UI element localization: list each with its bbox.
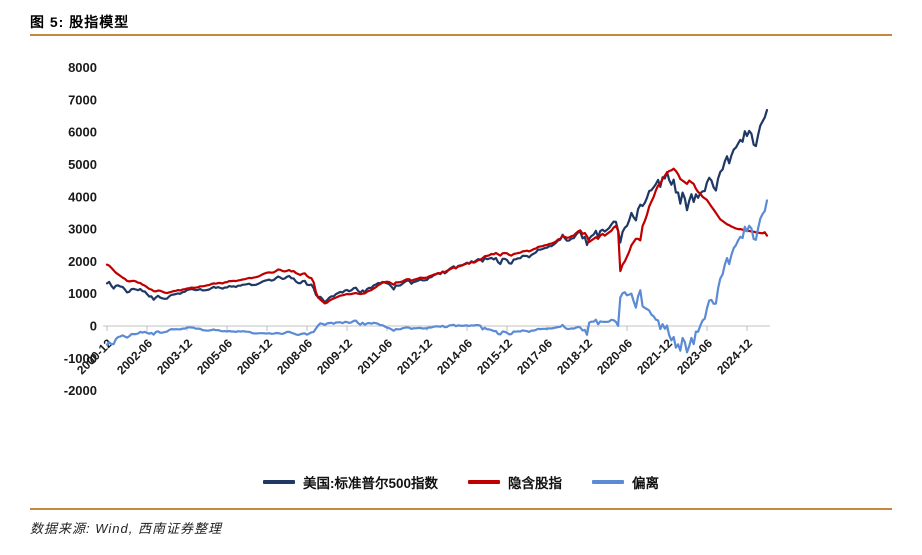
x-axis-label: 2008-06 bbox=[274, 336, 315, 377]
figure-title: 图 5: 股指模型 bbox=[30, 14, 130, 30]
y-axis-label: 0 bbox=[90, 319, 97, 334]
stock-index-chart: 2000-122002-062003-122005-062006-122008-… bbox=[64, 60, 770, 398]
y-axis-label: 5000 bbox=[68, 157, 97, 172]
implied-line-swatch bbox=[468, 480, 501, 484]
y-axis-label: 4000 bbox=[68, 189, 97, 204]
x-axis-label: 2020-06 bbox=[594, 336, 635, 377]
y-axis-label: -2000 bbox=[64, 383, 97, 398]
spx-line-swatch bbox=[262, 480, 295, 484]
x-axis-label: 2015-12 bbox=[474, 336, 515, 377]
legend-label-implied: 隐含股指 bbox=[508, 476, 563, 491]
x-axis-label: 2009-12 bbox=[314, 336, 355, 377]
x-axis-label: 2024-12 bbox=[714, 336, 755, 377]
legend-item-deviation: 偏离 bbox=[592, 472, 659, 492]
legend-item-spx: 美国:标准普尔500指数 bbox=[262, 472, 439, 492]
x-axis-label: 2005-06 bbox=[194, 336, 235, 377]
data-source-note: 数据来源: Wind, 西南证券整理 bbox=[30, 521, 222, 536]
legend-item-implied: 隐含股指 bbox=[468, 472, 562, 492]
y-axis-label: 2000 bbox=[68, 254, 97, 269]
x-axis-label: 2003-12 bbox=[154, 336, 195, 377]
y-axis-label: 1000 bbox=[68, 286, 97, 301]
y-axis-label: 3000 bbox=[68, 222, 97, 237]
x-axis-label: 2018-12 bbox=[554, 336, 595, 377]
deviation-line bbox=[105, 199, 769, 354]
x-axis-label: 2017-06 bbox=[514, 336, 555, 377]
y-axis-label: 8000 bbox=[68, 60, 97, 75]
implied-line bbox=[105, 167, 769, 305]
title-divider bbox=[30, 34, 892, 36]
legend-label-spx: 美国:标准普尔500指数 bbox=[302, 476, 439, 491]
y-axis-label: 6000 bbox=[68, 125, 97, 140]
x-axis-label: 2012-12 bbox=[394, 336, 435, 377]
legend-label-deviation: 偏离 bbox=[632, 476, 660, 491]
footer-divider bbox=[30, 508, 892, 510]
x-axis-label: 2002-06 bbox=[114, 336, 155, 377]
chart-legend: 美国:标准普尔500指数 隐含股指 偏离 bbox=[0, 472, 922, 492]
deviation-line-swatch bbox=[592, 480, 625, 484]
x-axis-label: 2006-12 bbox=[234, 336, 275, 377]
x-axis-label: 2014-06 bbox=[434, 336, 475, 377]
x-axis-label: 2021-12 bbox=[634, 336, 675, 377]
x-axis-label: 2011-06 bbox=[355, 336, 396, 377]
y-axis-label: -1000 bbox=[64, 351, 97, 366]
y-axis-label: 7000 bbox=[68, 92, 97, 107]
